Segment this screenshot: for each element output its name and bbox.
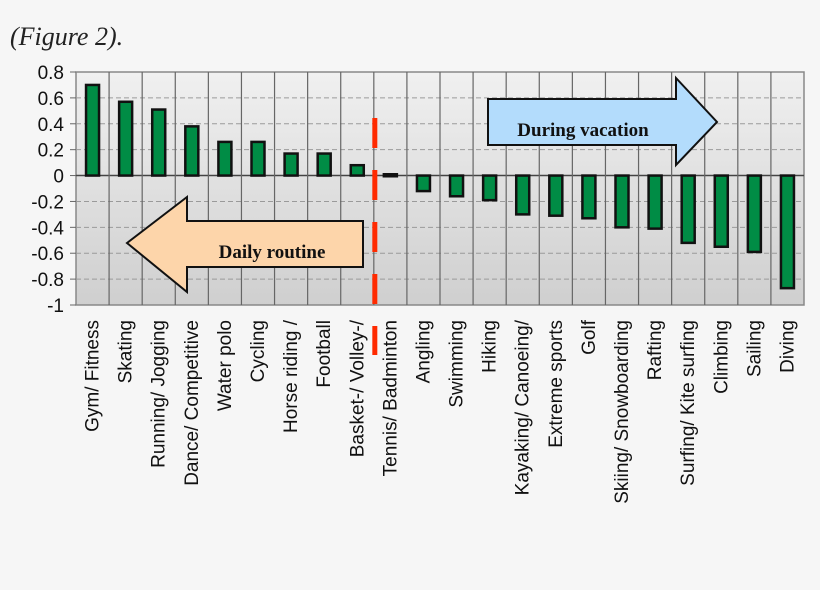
- x-tick-label: Running/ Jogging: [149, 320, 170, 468]
- bar: [746, 174, 763, 254]
- y-tick-label: 0.4: [38, 115, 65, 136]
- annotation-during-vacation: During vacation: [517, 120, 649, 141]
- x-tick-label: Cycling: [248, 320, 269, 382]
- y-tick-label: -0.8: [31, 270, 64, 291]
- x-tick-label: Golf: [579, 319, 600, 355]
- x-tick-label: Kayaking/ Canoeing/: [513, 319, 534, 495]
- bar: [548, 174, 564, 217]
- x-tick-label: Horse riding /: [281, 319, 302, 433]
- x-tick-label: Gym/ Fitness: [83, 320, 104, 432]
- x-tick-label: Hiking: [480, 320, 501, 373]
- bar: [415, 174, 432, 193]
- figure-caption: (Figure 2).: [10, 22, 124, 51]
- y-tick-label: -1: [47, 296, 64, 317]
- arrow-left-icon: [125, 194, 364, 295]
- y-tick-label: 0.6: [38, 89, 64, 110]
- x-tick-label: Basket-/ Volley-/: [347, 319, 368, 457]
- x-tick-label: Dance/ Competitive: [182, 320, 203, 486]
- y-tick-label: -0.4: [31, 218, 64, 239]
- x-tick-label: Angling: [413, 320, 434, 383]
- annotation-daily-routine: Daily routine: [219, 242, 326, 263]
- bar: [581, 174, 597, 220]
- bar: [283, 152, 299, 177]
- x-tick-label: Rafting: [645, 320, 666, 380]
- bar: [150, 108, 167, 177]
- bar: [514, 174, 531, 216]
- x-tick-label: Water polo: [215, 320, 236, 411]
- y-tick-label: 0.2: [38, 141, 64, 162]
- x-tick-label: Skiing/ Snowboarding: [612, 320, 633, 504]
- bar: [481, 174, 498, 202]
- bar: [117, 100, 134, 177]
- x-tick-label: Extreme sports: [546, 320, 567, 448]
- y-tick-label: -0.6: [31, 244, 64, 265]
- x-tick-label: Skating: [116, 320, 137, 383]
- y-tick-label: 0.8: [38, 63, 64, 84]
- y-tick-label: -0.2: [31, 192, 64, 213]
- bar: [713, 174, 730, 248]
- bar: [349, 163, 366, 177]
- bar: [680, 174, 696, 245]
- x-tick-label: Climbing: [711, 320, 732, 394]
- bar: [647, 174, 663, 230]
- bar: [250, 140, 266, 177]
- x-tick-label: Tennis/ Badminton: [380, 320, 401, 476]
- bar: [614, 174, 630, 229]
- bar: [84, 83, 101, 177]
- arrow-right-icon: [487, 75, 719, 168]
- bar: [382, 173, 399, 178]
- x-tick-label: Swimming: [447, 320, 468, 408]
- x-tick-label: Sailing: [744, 320, 765, 377]
- x-tick-label: Football: [314, 320, 335, 388]
- x-tick-label: Diving: [777, 320, 798, 373]
- bar: [779, 174, 796, 290]
- bar: [316, 152, 332, 177]
- x-tick-label: Surfing/ Kite surfing: [678, 320, 699, 486]
- y-tick-label: 0: [53, 167, 64, 188]
- bar: [184, 125, 200, 177]
- bar: [217, 140, 233, 177]
- bar: [448, 174, 465, 198]
